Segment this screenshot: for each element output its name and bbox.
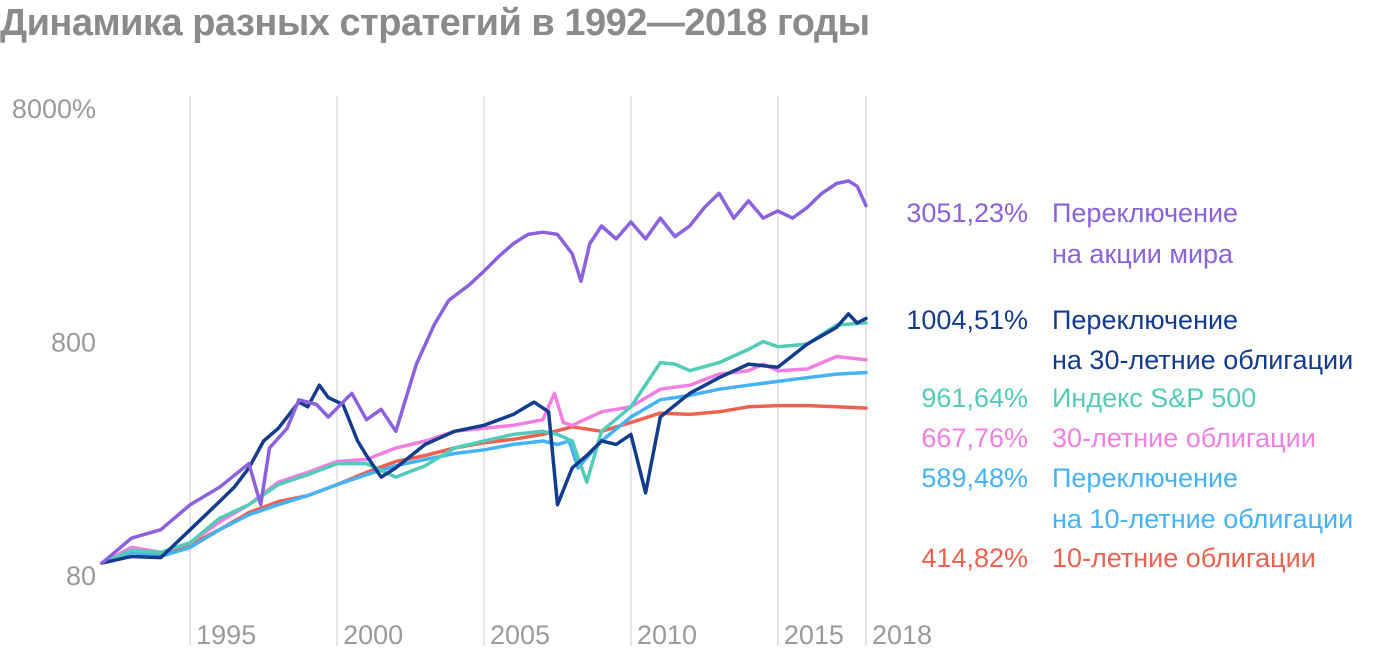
legend-value: 589,48% <box>921 463 1028 493</box>
x-tick-label: 2000 <box>343 620 403 650</box>
legend-label: Переключение <box>1052 305 1238 335</box>
legend-label: 30-летние облигации <box>1052 423 1316 453</box>
series-line <box>100 179 868 565</box>
legend-value: 1004,51% <box>906 305 1028 335</box>
legend-label: на акции мира <box>1052 239 1234 269</box>
legend-value: 667,76% <box>921 423 1028 453</box>
series-line <box>100 312 868 565</box>
x-tick-label: 1995 <box>196 620 256 650</box>
series-line <box>100 321 868 565</box>
x-tick-label: 2015 <box>784 620 844 650</box>
x-tick-label: 2005 <box>490 620 550 650</box>
chart-title: Динамика разных стратегий в 1992—2018 го… <box>0 2 870 44</box>
y-tick-label: 80 <box>66 561 96 591</box>
y-axis: 8000% 800 80 <box>12 94 96 591</box>
x-tick-label: 2010 <box>637 620 697 650</box>
legend-label: Индекс S&P 500 <box>1052 383 1256 413</box>
legend-value: 3051,23% <box>906 198 1028 228</box>
legend-label: Переключение <box>1052 198 1238 228</box>
x-tick-label: 2018 <box>872 620 932 650</box>
series-line <box>100 370 868 565</box>
legend-label: Переключение <box>1052 463 1238 493</box>
x-axis: 1995 2000 2005 2010 2015 2018 <box>196 620 932 650</box>
y-tick-label: 8000% <box>12 94 96 124</box>
legend-label: на 30-летние облигации <box>1052 345 1353 375</box>
grid-lines <box>189 96 867 646</box>
legend: 3051,23% Переключение на акции мира 1004,51… <box>906 198 1353 573</box>
y-tick-label: 800 <box>51 328 96 358</box>
series-lines <box>100 179 868 565</box>
legend-value: 961,64% <box>921 383 1028 413</box>
legend-label: 10-летние облигации <box>1052 543 1316 573</box>
legend-label: на 10-летние облигации <box>1052 504 1353 534</box>
legend-value: 414,82% <box>921 543 1028 573</box>
